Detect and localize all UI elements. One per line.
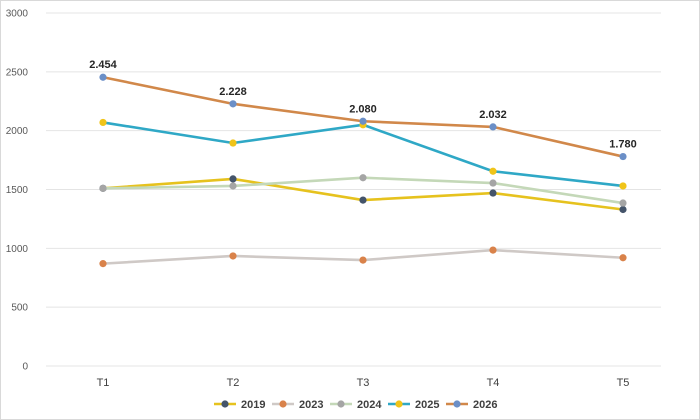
data-point-2019-T5 [619, 205, 627, 214]
data-point-2024-T4 [489, 179, 497, 187]
series-layer [99, 73, 627, 268]
y-tick-label: 2000 [6, 126, 29, 137]
legend: 2019 2023 2024 2025 2026 [214, 399, 497, 411]
data-point-2025-T2 [229, 139, 237, 147]
legend-label: 2019 [241, 399, 265, 411]
data-point-2024-T3 [359, 174, 367, 182]
x-tick-label: T3 [357, 377, 370, 389]
legend-item-2019: 2019 [214, 399, 265, 411]
data-point-2023-T1 [99, 260, 107, 268]
data-label: 2.032 [479, 109, 507, 121]
legend-swatch-marker [453, 400, 461, 408]
data-point-2024-T5 [619, 199, 627, 207]
legend-item-2024: 2024 [330, 399, 382, 411]
data-label: 2.228 [219, 86, 247, 98]
x-tick-label: T4 [487, 377, 500, 389]
legend-label: 2025 [415, 399, 439, 411]
series-2019 [99, 175, 627, 214]
data-point-2024-T2 [229, 182, 237, 190]
data-point-2019-T4 [489, 189, 497, 197]
data-point-2026-T4 [489, 123, 497, 131]
legend-label: 2023 [299, 399, 323, 411]
data-point-2019-T2 [229, 175, 237, 183]
data-point-2026-T5 [619, 152, 627, 161]
legend-item-2025: 2025 [388, 399, 439, 411]
data-label: 1.780 [609, 139, 637, 151]
legend-label: 2024 [357, 399, 382, 411]
data-point-2023-T3 [359, 256, 367, 264]
data-point-2026-T1 [99, 73, 107, 81]
y-tick-label: 3000 [6, 9, 29, 20]
data-point-2023-T5 [619, 254, 627, 262]
data-labels: 2.454 2.228 2.080 2.032 1.780 [89, 59, 637, 150]
data-label: 2.080 [349, 103, 377, 115]
series-2026 [99, 73, 627, 161]
data-point-2023-T2 [229, 252, 237, 260]
x-tick-label: T2 [227, 377, 240, 389]
y-tick-label: 1500 [6, 185, 29, 196]
data-point-2025-T1 [99, 118, 107, 127]
legend-item-2026: 2026 [446, 399, 497, 411]
grid-layer [46, 12, 661, 367]
data-point-2025-T4 [489, 167, 497, 175]
series-line-2019 [101, 177, 625, 211]
data-label: 2.454 [89, 59, 117, 71]
data-point-2026-T3 [359, 117, 367, 125]
y-tick-label: 0 [22, 362, 28, 373]
series-2024 [99, 174, 627, 207]
legend-swatch-marker [279, 400, 287, 408]
data-point-2024-T1 [99, 184, 107, 192]
data-point-2019-T3 [359, 196, 367, 204]
series-line-2026 [101, 75, 625, 158]
y-tick-label: 500 [11, 303, 28, 314]
legend-item-2023: 2023 [272, 399, 323, 411]
legend-swatch-marker [337, 400, 345, 408]
legend-swatch-marker [395, 400, 403, 408]
series-2023 [99, 246, 627, 268]
legend-label: 2026 [473, 399, 497, 411]
y-tick-label: 1000 [6, 244, 29, 255]
x-tick-label: T5 [617, 377, 630, 389]
data-point-2025-T5 [619, 182, 627, 190]
legend-swatch-marker [221, 400, 229, 408]
x-axis-ticks: T1 T2 T3 T4 T5 [97, 377, 630, 389]
y-tick-label: 2500 [6, 67, 29, 78]
x-tick-label: T1 [97, 377, 110, 389]
y-axis-ticks: 0 500 1000 1500 2000 2500 3000 [6, 9, 29, 373]
data-point-2023-T4 [489, 246, 497, 254]
data-point-2026-T2 [229, 100, 237, 108]
